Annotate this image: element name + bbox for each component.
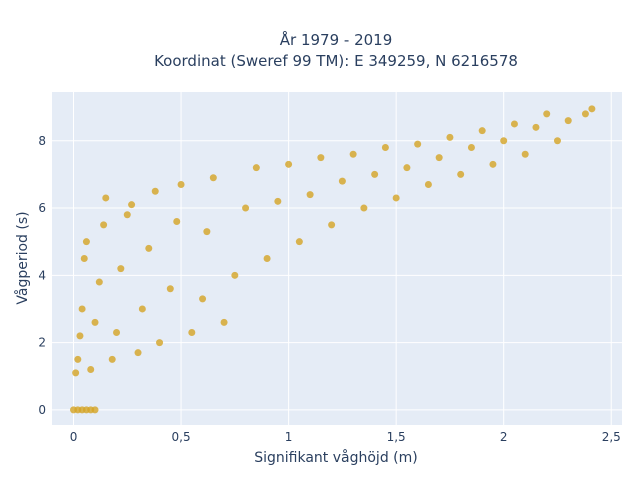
data-point: [102, 194, 110, 202]
plot-area: [52, 92, 622, 425]
data-point: [113, 329, 121, 336]
y-axis-label: Vågperiod (s): [14, 211, 31, 304]
chart-title-line-2: Koordinat (Sweref 99 TM): E 349259, N 62…: [154, 52, 518, 70]
data-point: [76, 332, 84, 340]
y-tick-label: 8: [38, 134, 46, 148]
data-point: [478, 127, 486, 135]
data-point: [424, 181, 432, 188]
data-point: [128, 201, 136, 209]
data-point: [295, 238, 303, 246]
y-tick-label: 4: [38, 268, 46, 282]
data-point: [134, 349, 142, 357]
data-point: [156, 339, 164, 347]
data-point: [166, 285, 174, 293]
x-axis-ticks: 0 0,5 1 1,5 2 2,5: [70, 430, 621, 444]
data-point: [381, 144, 389, 151]
data-point: [72, 369, 80, 377]
x-tick-label: 1: [285, 430, 293, 444]
data-point: [564, 117, 572, 125]
grid: [52, 92, 622, 425]
data-point: [82, 238, 90, 246]
y-tick-label: 2: [38, 336, 46, 350]
x-tick-label: 2: [500, 430, 508, 444]
data-point: [306, 191, 314, 199]
data-point: [588, 105, 596, 113]
data-point: [543, 110, 551, 118]
data-point: [521, 150, 529, 158]
data-point: [328, 221, 336, 229]
data-point: [231, 271, 239, 279]
data-point: [242, 204, 250, 212]
data-point: [151, 187, 159, 195]
data-point: [489, 160, 497, 168]
data-point: [500, 137, 508, 145]
data-point: [532, 123, 540, 131]
data-point: [285, 160, 293, 168]
data-point: [177, 181, 185, 188]
data-point: [199, 295, 207, 303]
chart-title-line-1: År 1979 - 2019: [280, 30, 393, 49]
data-point: [209, 174, 217, 182]
data-point: [510, 120, 518, 128]
x-tick-label: 0: [70, 430, 78, 444]
data-point: [91, 318, 99, 326]
data-point: [446, 133, 454, 141]
data-point: [173, 218, 181, 225]
data-point: [457, 170, 465, 178]
x-tick-label: 0,5: [172, 430, 191, 444]
data-point: [435, 154, 443, 162]
data-point: [203, 228, 211, 236]
x-tick-label: 2,5: [602, 430, 621, 444]
y-axis-ticks: 0 2 4 6 8: [38, 134, 46, 417]
data-point: [317, 154, 325, 162]
data-point: [78, 305, 86, 313]
data-point: [274, 197, 282, 205]
data-point: [91, 406, 99, 414]
data-point: [360, 204, 368, 212]
data-point: [100, 221, 108, 229]
data-point: [117, 265, 125, 273]
y-tick-label: 0: [38, 403, 46, 417]
data-point: [252, 164, 260, 172]
data-point: [467, 144, 475, 151]
data-point: [123, 211, 131, 219]
data-point: [138, 305, 146, 313]
data-point: [349, 150, 357, 158]
data-point: [581, 110, 589, 118]
data-point: [263, 255, 271, 262]
data-point: [392, 194, 400, 202]
data-point: [80, 255, 88, 262]
data-points: [70, 105, 596, 414]
data-point: [74, 355, 82, 363]
data-point: [553, 137, 561, 145]
data-point: [338, 177, 346, 185]
x-tick-label: 1,5: [387, 430, 406, 444]
data-point: [95, 278, 103, 286]
data-point: [414, 140, 422, 148]
x-axis-label: Signifikant våghöjd (m): [254, 449, 417, 466]
data-point: [145, 244, 153, 252]
data-point: [188, 329, 196, 336]
data-point: [403, 164, 411, 172]
data-point: [108, 355, 116, 363]
data-point: [220, 318, 228, 326]
y-tick-label: 6: [38, 201, 46, 215]
data-point: [87, 366, 95, 373]
data-point: [371, 170, 379, 178]
